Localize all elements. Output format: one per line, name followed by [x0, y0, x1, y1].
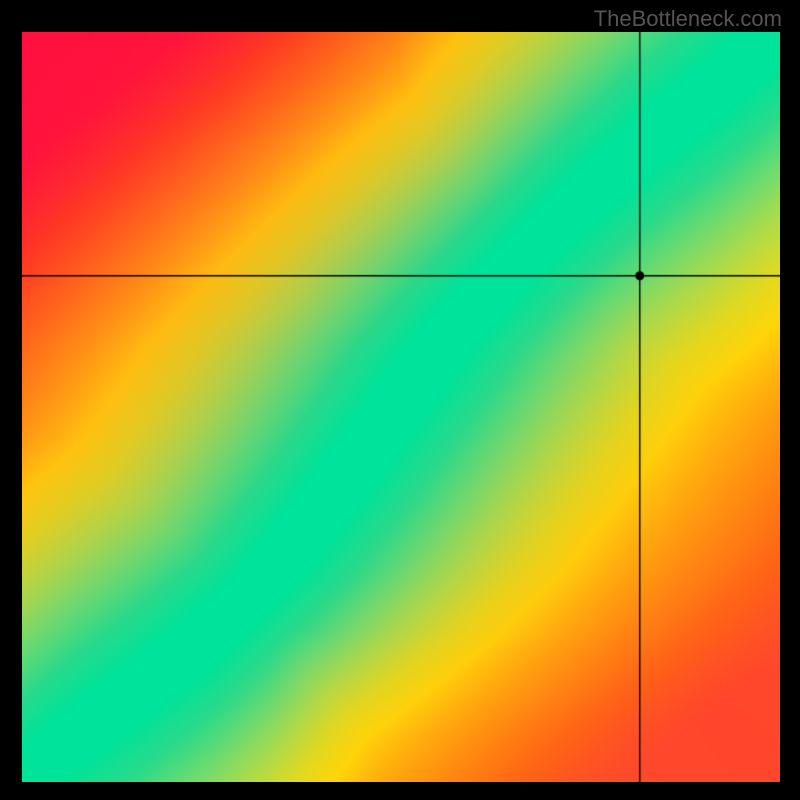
- watermark-text: TheBottleneck.com: [594, 6, 782, 32]
- chart-container: TheBottleneck.com: [0, 0, 800, 800]
- bottleneck-heatmap: [22, 32, 780, 782]
